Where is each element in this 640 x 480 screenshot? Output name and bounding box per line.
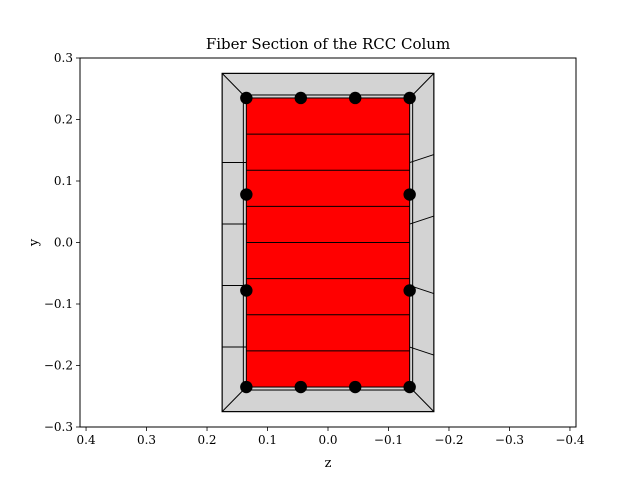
x-tick-label: −0.4 [555,433,585,447]
rebar-point [403,188,416,201]
rebar-point [403,284,416,297]
rebar-point [349,380,362,394]
y-tick-label: 0.0 [54,236,73,250]
y-tick-label: −0.2 [44,359,73,373]
y-tick-label: 0.3 [54,51,73,65]
rebar-point [403,91,416,105]
rebar-point [294,91,307,105]
cover-side-division [409,215,435,225]
plot-area [221,72,435,413]
chart-title: Fiber Section of the RCC Colum [206,35,450,53]
x-tick-label: −0.2 [434,433,463,447]
y-tick-label: 0.1 [54,174,73,188]
x-tick-label: 0.1 [258,433,277,447]
cover-side-division [409,154,435,164]
x-tick-label: −0.1 [374,433,403,447]
rebar-point [240,91,253,105]
rebar-point [294,380,307,394]
rebar-point [349,91,362,105]
x-tick-label: 0.0 [318,433,337,447]
x-tick-label: 0.4 [77,433,96,447]
x-tick-label: −0.3 [495,433,524,447]
x-axis-ticks: 0.4 0.3 0.2 0.1 0.0 −0.1 −0.2 −0.3 −0.4 [77,427,585,447]
rebar-point [240,284,253,297]
rebar-point [240,380,253,394]
cover-inner-border [242,94,414,391]
rebar-point [240,188,253,201]
x-axis-label: z [325,456,332,471]
y-tick-label: −0.3 [44,420,73,434]
cover-side-division [409,346,435,356]
y-axis-ticks: 0.3 0.2 0.1 0.0 −0.1 −0.2 −0.3 [44,51,80,434]
x-tick-label: 0.2 [197,433,216,447]
y-tick-label: −0.1 [44,297,73,311]
y-axis-label: y [27,238,42,247]
x-tick-label: 0.3 [137,433,156,447]
y-tick-label: 0.2 [54,113,73,127]
rebar-point [403,380,416,394]
